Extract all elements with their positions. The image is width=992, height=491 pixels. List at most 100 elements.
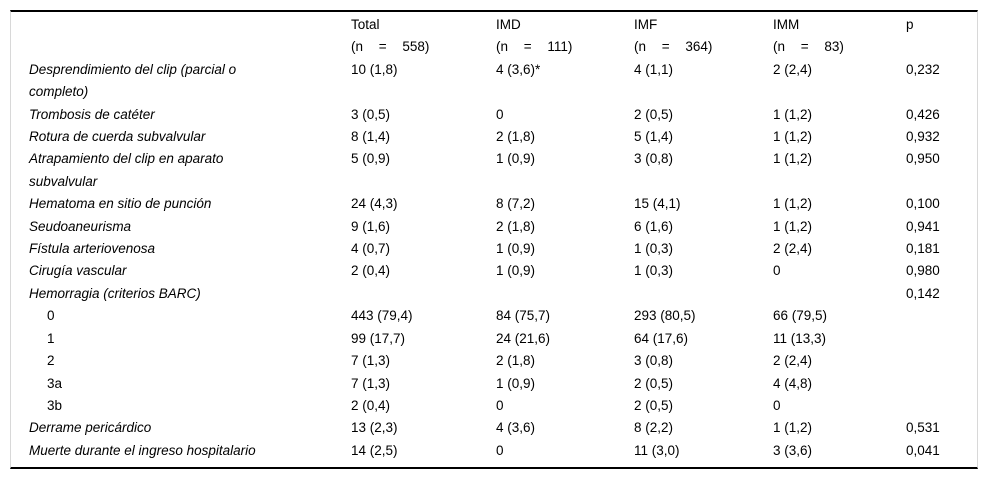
cell-p: 0,426: [906, 106, 940, 122]
cell-imd: 0: [496, 397, 504, 413]
cell-total: 4 (0,7): [351, 241, 391, 257]
col-header-imd: IMD (n = 111): [496, 12, 634, 59]
cell-imf: 4 (1,1): [634, 61, 674, 77]
cell-imd: 1 (0,9): [496, 263, 536, 279]
cell-total: 2 (0,4): [351, 263, 391, 279]
cell-p: [906, 395, 977, 417]
cell-imd: 84 (75,7): [496, 308, 551, 324]
table-row: Hemorragia (criterios BARC) 0,142: [11, 283, 977, 305]
cell-imf: 5 (1,4): [634, 129, 674, 145]
col-header-imf-n: (n = 364): [634, 39, 713, 55]
cell-imf: 2 (0,5): [634, 375, 674, 391]
table-row: Muerte durante el ingreso hospitalario 1…: [11, 440, 977, 462]
cell-imd: 4 (3,6): [496, 420, 536, 436]
cell-total: 5 (0,9): [351, 151, 391, 167]
row-label: Fístula arteriovenosa: [29, 241, 156, 257]
cell-imm: 1 (1,2): [773, 420, 813, 436]
cell-total: 13 (2,3): [351, 420, 398, 436]
table-row: Hematoma en sitio de punción 24 (4,3) 8 …: [11, 193, 977, 215]
cell-p: [906, 350, 977, 372]
cell-total: 9 (1,6): [351, 218, 391, 234]
cell-imf: 293 (80,5): [634, 308, 696, 324]
cell-p: [906, 373, 977, 395]
table-row: 1 99 (17,7) 24 (21,6) 64 (17,6) 11 (13,3…: [11, 328, 977, 350]
cell-imf: 2 (0,5): [634, 106, 674, 122]
cell-p: 0,950: [906, 151, 940, 167]
col-header-imm: IMM (n = 83): [773, 12, 906, 59]
cell-imd: 2 (1,8): [496, 353, 536, 369]
cell-p: 0,232: [906, 61, 940, 77]
row-label: Rotura de cuerda subvalvular: [29, 129, 206, 145]
cell-imm: 1 (1,2): [773, 129, 813, 145]
row-label: Derrame pericárdico: [29, 420, 152, 436]
col-header-total-n: (n = 558): [351, 39, 430, 55]
cell-total: 99 (17,7): [351, 330, 406, 346]
complications-table-frame: Total (n = 558) IMD (n = 111) IMF (n = 3…: [10, 10, 978, 470]
cell-p: 0,142: [906, 285, 940, 301]
cell-imf: 64 (17,6): [634, 330, 689, 346]
row-label: Hemorragia (criterios BARC): [29, 285, 201, 301]
cell-p: 0,100: [906, 196, 940, 212]
table-row: Rotura de cuerda subvalvular 8 (1,4) 2 (…: [11, 126, 977, 148]
row-label: Trombosis de catéter: [29, 106, 155, 122]
cell-p: 0,531: [906, 420, 940, 436]
table-row: Atrapamiento del clip en aparato subvalv…: [11, 148, 977, 193]
col-header-total: Total (n = 558): [351, 12, 496, 59]
row-label: Desprendimiento del clip (parcial o comp…: [29, 61, 237, 100]
cell-total: 7 (1,3): [351, 353, 391, 369]
cell-imm: 0: [773, 397, 781, 413]
cell-p: 0,181: [906, 241, 940, 257]
col-header-p-label: p: [906, 17, 914, 32]
cell-imd: 8 (7,2): [496, 196, 536, 212]
cell-imm: 1 (1,2): [773, 196, 813, 212]
cell-total: 7 (1,3): [351, 375, 391, 391]
cell-imm: 1 (1,2): [773, 218, 813, 234]
cell-imf: 11 (3,0): [634, 442, 680, 458]
header-row: Total (n = 558) IMD (n = 111) IMF (n = 3…: [11, 12, 977, 59]
cell-imm: 11 (13,3): [773, 330, 827, 346]
row-label: Seudoaneurisma: [29, 218, 132, 234]
col-header-imd-label: IMD: [496, 17, 521, 32]
cell-imf: 3 (0,8): [634, 353, 674, 369]
col-header-imd-n: (n = 111): [496, 39, 573, 55]
table-row: Fístula arteriovenosa 4 (0,7) 1 (0,9) 1 …: [11, 238, 977, 260]
complications-table: Total (n = 558) IMD (n = 111) IMF (n = 3…: [11, 12, 977, 462]
row-label: Cirugía vascular: [29, 263, 127, 279]
row-label: 0: [47, 308, 55, 324]
cell-imd: 0: [496, 442, 504, 458]
cell-imm: 1 (1,2): [773, 106, 813, 122]
cell-imd: 1 (0,9): [496, 151, 536, 167]
cell-imm: 4 (4,8): [773, 375, 813, 391]
cell-imd: 4 (3,6)*: [496, 61, 541, 77]
cell-imd: 1 (0,9): [496, 375, 536, 391]
cell-total: [351, 283, 496, 305]
cell-imf: 1 (0,3): [634, 263, 674, 279]
row-label: 1: [47, 330, 55, 346]
row-label: 3a: [47, 375, 63, 391]
col-header-imm-label: IMM: [773, 17, 800, 32]
cell-imf: 1 (0,3): [634, 241, 674, 257]
cell-p: 0,932: [906, 129, 940, 145]
table-row: Desprendimiento del clip (parcial o comp…: [11, 59, 977, 104]
row-label: 2: [47, 353, 55, 369]
cell-imm: 2 (2,4): [773, 61, 813, 77]
cell-imd: 1 (0,9): [496, 241, 536, 257]
col-header-imf: IMF (n = 364): [634, 12, 773, 59]
cell-total: 24 (4,3): [351, 196, 398, 212]
cell-imm: [773, 283, 906, 305]
cell-p: [906, 328, 977, 350]
cell-imd: 0: [496, 106, 504, 122]
cell-imf: 2 (0,5): [634, 397, 674, 413]
cell-p: 0,041: [906, 442, 940, 458]
table-row: 2 7 (1,3) 2 (1,8) 3 (0,8) 2 (2,4): [11, 350, 977, 372]
row-label: Muerte durante el ingreso hospitalario: [29, 442, 256, 458]
table-row: 0 443 (79,4) 84 (75,7) 293 (80,5) 66 (79…: [11, 305, 977, 327]
cell-imm: 1 (1,2): [773, 151, 813, 167]
cell-imd: [496, 283, 634, 305]
cell-imf: [634, 283, 773, 305]
cell-total: 2 (0,4): [351, 397, 391, 413]
cell-imf: 6 (1,6): [634, 218, 674, 234]
row-label: Atrapamiento del clip en aparato subvalv…: [29, 151, 224, 189]
cell-imf: 15 (4,1): [634, 196, 681, 212]
cell-imd: 24 (21,6): [496, 330, 551, 346]
